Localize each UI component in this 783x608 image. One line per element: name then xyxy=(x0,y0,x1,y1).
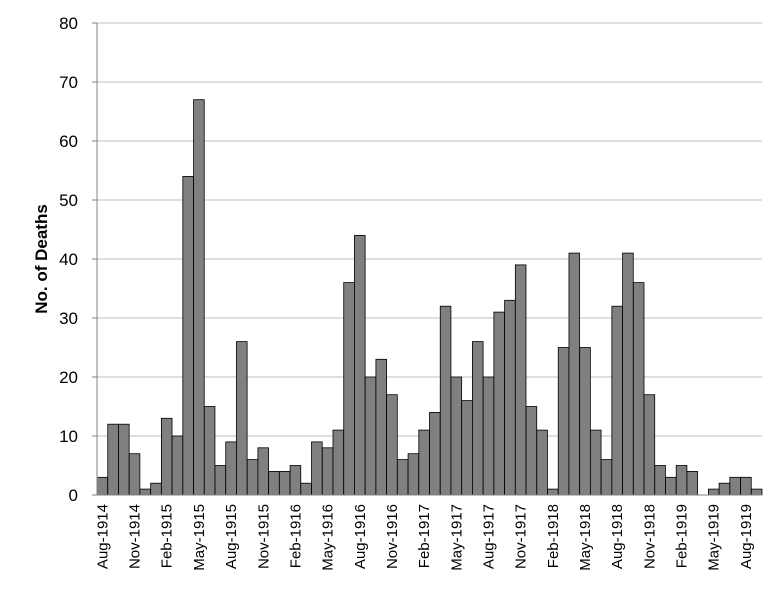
bar xyxy=(686,470,699,496)
x-tick-labels: Aug-1914 Nov-1914 Feb-1915 May-1915 Aug-1915… xyxy=(94,504,755,571)
bar xyxy=(128,453,141,496)
x-tick-label: May-1919 xyxy=(706,504,723,571)
x-tick-label: Feb-1917 xyxy=(416,504,433,568)
bar xyxy=(246,459,259,496)
bar xyxy=(343,282,355,496)
x-tick-label: Aug-1918 xyxy=(609,504,626,569)
bar xyxy=(407,453,420,496)
bar xyxy=(654,465,666,496)
y-tick-label: 80 xyxy=(59,14,78,33)
bar xyxy=(278,470,291,496)
x-tick-label: Nov-1915 xyxy=(255,504,272,569)
bar xyxy=(150,482,162,496)
gridlines xyxy=(97,22,762,437)
bar xyxy=(332,429,345,496)
x-tick-label: Aug-1916 xyxy=(352,504,369,569)
x-tick-label: Feb-1916 xyxy=(287,504,304,568)
bar xyxy=(386,394,398,496)
x-tick-label: May-1918 xyxy=(577,504,594,571)
bar xyxy=(600,459,613,496)
bar xyxy=(139,488,151,496)
bar xyxy=(493,311,505,496)
bar xyxy=(643,394,656,496)
x-tick-label: Aug-1919 xyxy=(738,504,755,569)
bar xyxy=(611,305,623,496)
bar xyxy=(257,447,269,496)
bar xyxy=(472,341,484,496)
bar xyxy=(289,465,302,496)
x-tick-label: Nov-1916 xyxy=(384,504,401,569)
bar xyxy=(482,376,495,496)
bar xyxy=(750,488,763,496)
y-tick-label: 70 xyxy=(59,73,78,92)
bar xyxy=(203,406,216,496)
bar xyxy=(514,264,527,496)
bar xyxy=(708,488,720,496)
y-tick-label: 40 xyxy=(59,250,78,269)
x-tick-label: Nov-1918 xyxy=(641,504,658,569)
x-tick-label: Nov-1914 xyxy=(127,504,144,569)
bar xyxy=(214,465,227,496)
bar xyxy=(354,234,366,496)
bar xyxy=(622,252,634,496)
x-tick-label: Aug-1915 xyxy=(223,504,240,569)
y-axis-label: No. of Deaths xyxy=(32,204,51,314)
bar xyxy=(675,465,688,496)
bar xyxy=(429,411,441,496)
bar xyxy=(525,406,538,496)
y-tick-label: 30 xyxy=(59,309,78,328)
bar xyxy=(300,482,312,496)
bar xyxy=(96,476,109,496)
bar xyxy=(568,252,581,496)
bar xyxy=(418,429,430,496)
bar xyxy=(225,441,237,496)
bar xyxy=(461,400,473,496)
bar xyxy=(118,423,130,496)
bar xyxy=(439,305,452,496)
bar xyxy=(396,459,409,496)
bar xyxy=(268,470,280,496)
bar xyxy=(182,175,194,496)
bar xyxy=(536,429,548,496)
x-tick-label: Aug-1917 xyxy=(480,504,497,569)
x-tick-label: Nov-1917 xyxy=(513,504,530,569)
bar xyxy=(107,423,119,496)
bar xyxy=(364,376,377,496)
x-tick-label: Feb-1919 xyxy=(674,504,691,568)
y-tick-labels: 0 10 20 30 40 50 60 70 80 xyxy=(59,14,78,505)
bar xyxy=(321,447,334,496)
y-tick-label: 50 xyxy=(59,191,78,210)
x-tick-label: Feb-1918 xyxy=(545,504,562,568)
bar xyxy=(236,341,248,496)
bar xyxy=(375,358,387,496)
bar xyxy=(450,376,463,496)
bar xyxy=(193,99,205,496)
bar xyxy=(504,299,516,496)
bar xyxy=(547,488,559,496)
x-tick-label: May-1915 xyxy=(191,504,208,571)
bar xyxy=(311,441,323,496)
bar xyxy=(160,417,173,496)
y-tick-label: 20 xyxy=(59,368,78,387)
bar xyxy=(579,347,591,496)
bar xyxy=(590,429,602,496)
bar xyxy=(557,347,570,496)
x-tick-label: Feb-1915 xyxy=(159,504,176,568)
bar xyxy=(665,476,677,496)
bar xyxy=(718,482,731,496)
x-tick-label: Aug-1914 xyxy=(94,504,111,569)
y-tick-label: 10 xyxy=(59,427,78,446)
x-tick-label: May-1916 xyxy=(320,504,337,571)
y-tick-label: 0 xyxy=(69,486,78,505)
bar xyxy=(171,435,184,496)
bar xyxy=(632,282,645,496)
bar xyxy=(729,476,741,496)
y-tick-label: 60 xyxy=(59,132,78,151)
axes xyxy=(92,22,762,496)
x-tick-label: May-1917 xyxy=(448,504,465,571)
bar xyxy=(740,476,752,496)
